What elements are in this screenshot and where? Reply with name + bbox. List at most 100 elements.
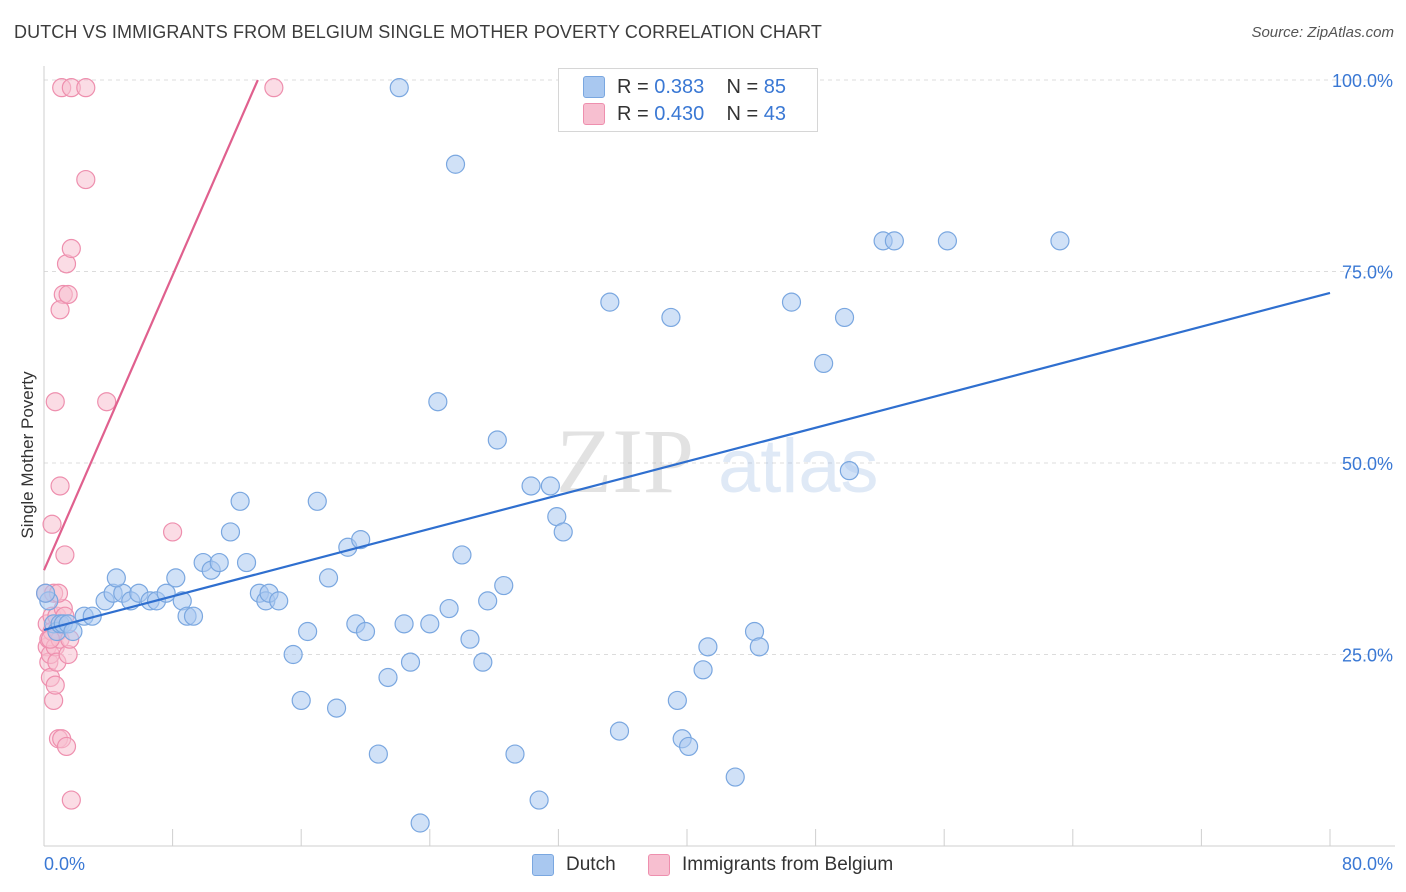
dutch-point	[428, 392, 448, 412]
dutch-point	[478, 591, 498, 611]
y-tick-label: 100.0%	[1332, 71, 1393, 91]
tick-labels: 25.0% 50.0% 75.0% 100.0% 0.0% 80.0%	[44, 71, 1393, 874]
belgium-points	[36, 78, 284, 810]
dutch-point	[749, 637, 769, 657]
dutch-n-value: 85	[763, 75, 787, 98]
belgium-point	[97, 392, 117, 412]
dutch-point	[291, 690, 311, 711]
source-label: Source: ZipAtlas.com	[1251, 24, 1394, 41]
dutch-point	[698, 637, 718, 657]
dutch-point	[220, 522, 241, 542]
belgium-point	[61, 238, 81, 259]
belgium-point	[45, 675, 65, 695]
legend-item-belgium[interactable]: Immigrants from Belgium	[648, 852, 893, 878]
dutch-point	[540, 476, 560, 496]
belgium-point	[264, 78, 284, 98]
dutch-point	[36, 583, 56, 603]
dutch-point	[839, 461, 859, 481]
dutch-point	[521, 476, 541, 496]
dutch-point	[236, 552, 257, 573]
belgium-point	[45, 392, 65, 412]
dutch-point	[679, 736, 699, 757]
belgium-legend-swatch	[648, 854, 670, 876]
belgium-point	[163, 522, 183, 542]
chart-title: DUTCH VS IMMIGRANTS FROM BELGIUM SINGLE …	[14, 22, 822, 42]
dutch-point	[318, 568, 339, 588]
dutch-point	[183, 606, 204, 626]
dutch-point	[298, 621, 318, 642]
dutch-point	[326, 698, 347, 718]
belgium-point	[55, 545, 75, 565]
x-tick-label-min: 0.0%	[44, 854, 85, 874]
belgium-point	[42, 514, 62, 534]
dutch-point	[553, 522, 573, 542]
dutch-point	[269, 591, 289, 611]
correlation-legend: R = 0.383 N = 85 R = 0.430 N = 43	[558, 68, 818, 132]
watermark: ZIP atlas	[556, 410, 879, 512]
y-axis-label: Single Mother Poverty	[18, 371, 37, 539]
belgium-n-value: 43	[763, 102, 787, 125]
belgium-point	[76, 169, 96, 190]
belgium-point	[76, 78, 96, 98]
dutch-point	[834, 307, 855, 328]
dutch-point	[600, 292, 620, 312]
y-tick-label: 25.0%	[1342, 646, 1393, 666]
dutch-point	[609, 721, 630, 741]
dutch-point	[82, 606, 102, 626]
dutch-point	[63, 621, 83, 642]
dutch-point	[473, 652, 493, 672]
dutch-point	[725, 767, 745, 787]
belgium-r-value: 0.430	[654, 102, 705, 125]
belgium-point	[58, 284, 78, 305]
belgium-swatch	[583, 103, 605, 125]
belgium-point	[50, 300, 70, 320]
axes	[43, 66, 1395, 847]
belgium-legend-label: Immigrants from Belgium	[682, 854, 894, 875]
dutch-point	[460, 629, 480, 649]
dutch-point	[106, 568, 126, 588]
dutch-r-value: 0.383	[654, 75, 705, 98]
dutch-point	[351, 529, 371, 550]
dutch-point	[355, 621, 376, 642]
dutch-point	[283, 644, 303, 665]
trend-lines	[42, 79, 1331, 632]
dutch-point	[420, 614, 440, 634]
dutch-point	[884, 231, 904, 251]
dutch-point	[209, 552, 229, 573]
dutch-point	[389, 78, 409, 98]
belgium-point	[56, 736, 77, 757]
dutch-point	[230, 491, 250, 511]
dutch-point	[661, 307, 681, 328]
belgium-n-label: N =	[726, 102, 764, 125]
dutch-points	[36, 78, 1070, 833]
dutch-legend-swatch	[532, 854, 554, 876]
dutch-point	[693, 660, 713, 680]
dutch-point	[166, 568, 186, 588]
belgium-trend-line	[42, 79, 259, 571]
dutch-point	[814, 353, 834, 374]
dutch-r-label: R =	[617, 75, 655, 98]
dutch-point	[410, 813, 430, 833]
dutch-trend-line	[43, 291, 1331, 632]
belgium-point	[50, 476, 70, 496]
dutch-point	[487, 430, 507, 450]
dutch-point	[400, 652, 421, 672]
dutch-point	[529, 790, 549, 810]
dutch-point	[452, 545, 472, 565]
dutch-point	[505, 744, 525, 764]
dutch-point	[368, 744, 388, 764]
dutch-point	[667, 690, 687, 711]
dutch-point	[937, 231, 958, 251]
y-tick-label: 75.0%	[1342, 263, 1393, 283]
dutch-point	[378, 667, 398, 688]
dutch-legend-label: Dutch	[566, 854, 616, 875]
watermark-zip: ZIP	[556, 410, 694, 512]
dutch-point	[394, 614, 414, 634]
dutch-point	[439, 598, 459, 619]
legend-item-dutch[interactable]: Dutch	[532, 852, 616, 878]
dutch-point	[445, 154, 466, 174]
y-tick-label: 50.0%	[1342, 454, 1393, 474]
dutch-point	[1050, 231, 1070, 251]
dutch-point	[307, 491, 327, 511]
